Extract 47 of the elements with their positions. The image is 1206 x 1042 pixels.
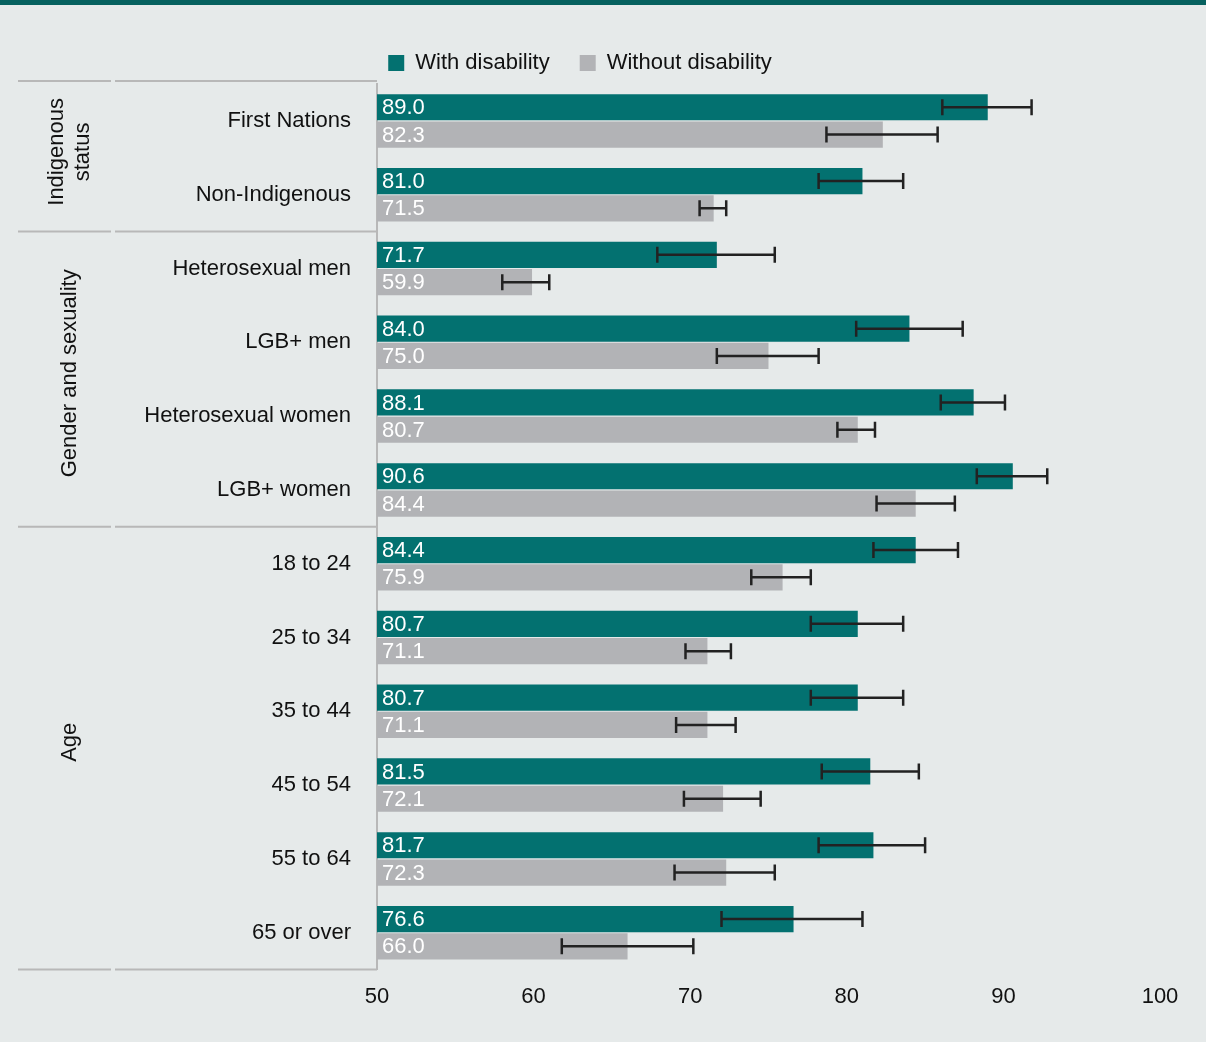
y-tick-label: Non-Indigenous	[195, 180, 351, 206]
data-label: 75.9	[382, 564, 425, 590]
data-label: 80.7	[382, 610, 425, 636]
y-tick-label: 18 to 24	[271, 549, 351, 575]
data-label: 59.9	[382, 269, 425, 295]
x-tick-label: 80	[834, 982, 860, 1008]
data-label: 71.1	[382, 638, 425, 664]
data-label: 89.0	[382, 94, 425, 120]
x-tick-label: 50	[364, 982, 390, 1008]
x-tick-label: 100	[1141, 982, 1179, 1008]
y-tick-label: First Nations	[227, 106, 351, 132]
data-label: 80.7	[382, 684, 425, 710]
y-tick-label: LGB+ men	[245, 328, 351, 354]
data-label: 81.5	[382, 758, 425, 784]
data-label: 84.0	[382, 315, 425, 341]
y-tick-label: 45 to 54	[271, 771, 351, 797]
data-label: 71.7	[382, 241, 425, 267]
data-label: 84.4	[382, 490, 425, 516]
x-tick-label: 70	[677, 982, 703, 1008]
annotation: Age	[56, 722, 82, 762]
annotation: Indigenous status	[43, 98, 95, 206]
data-label: 75.0	[382, 343, 425, 369]
data-label: 72.3	[382, 859, 425, 885]
data-label: 81.7	[382, 832, 425, 858]
x-tick-label: 90	[991, 982, 1016, 1008]
data-label: 72.1	[382, 785, 425, 811]
data-label: 71.5	[382, 195, 425, 221]
legend-label: Without disability	[606, 49, 772, 75]
y-tick-label: 55 to 64	[271, 844, 351, 870]
data-label: 81.0	[382, 168, 425, 194]
data-label: 82.3	[382, 121, 425, 147]
data-label: 90.6	[382, 463, 425, 489]
annotation: Gender and sexuality	[56, 269, 82, 478]
data-label: 76.6	[382, 906, 425, 932]
y-tick-label: 35 to 44	[271, 697, 351, 723]
y-tick-label: 25 to 34	[271, 623, 351, 649]
data-label: 88.1	[382, 389, 425, 415]
y-tick-label: LGB+ women	[217, 475, 351, 501]
y-tick-label: 65 or over	[251, 918, 351, 944]
legend-label: With disability	[415, 49, 550, 75]
data-label: 71.1	[382, 712, 425, 738]
data-label: 84.4	[382, 537, 425, 563]
data-label: 80.7	[382, 416, 425, 442]
x-tick-label: 60	[521, 982, 546, 1008]
y-tick-label: Heterosexual men	[172, 254, 351, 280]
data-label: 66.0	[382, 933, 425, 959]
y-tick-label: Heterosexual women	[144, 402, 351, 428]
